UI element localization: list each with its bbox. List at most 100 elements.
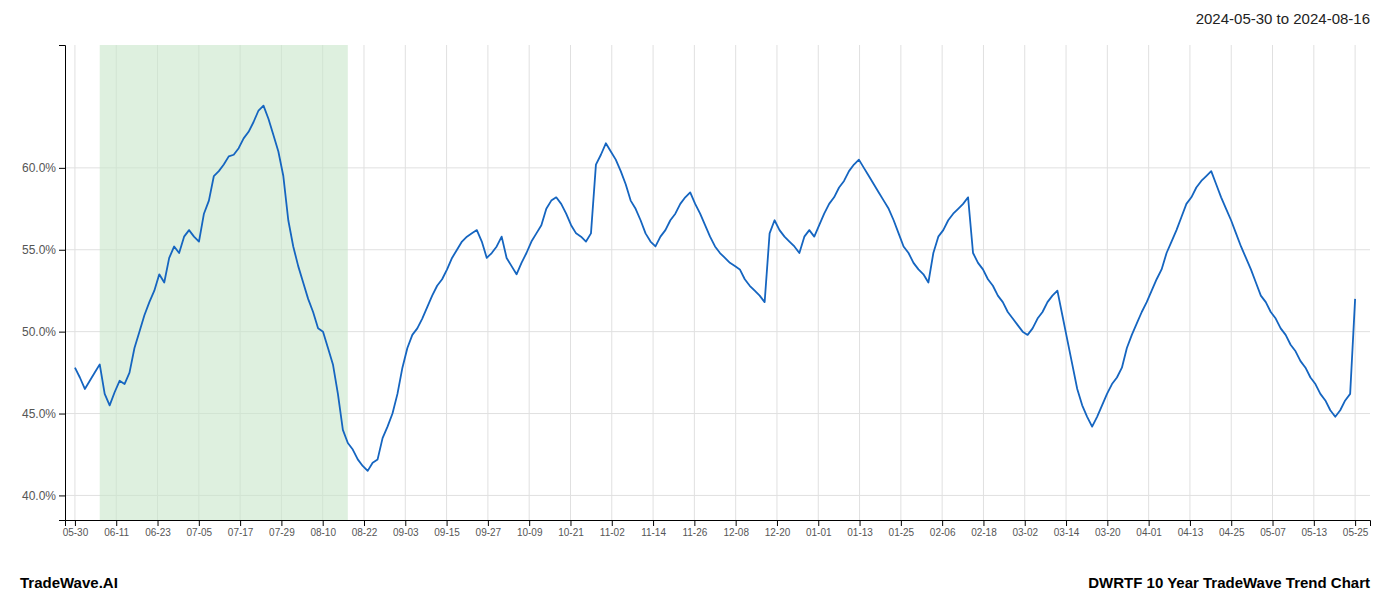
x-axis-line: [66, 521, 1371, 527]
y-tick-mark: [59, 414, 65, 415]
x-grid-line: [1107, 45, 1108, 520]
x-grid-line: [446, 45, 447, 520]
x-tick: 04-25: [1219, 520, 1245, 538]
x-grid-line: [1066, 45, 1067, 520]
x-tick-mark: [1149, 520, 1150, 526]
x-grid-line: [1148, 45, 1149, 520]
x-tick: 08-10: [310, 520, 336, 538]
y-tick-mark: [59, 168, 65, 169]
x-tick-mark: [364, 520, 365, 526]
x-tick: 05-07: [1260, 520, 1286, 538]
x-tick-label: 04-13: [1178, 527, 1204, 538]
x-tick-mark: [694, 520, 695, 526]
x-grid-line: [776, 45, 777, 520]
data-line: [75, 106, 1355, 471]
x-tick-mark: [323, 520, 324, 526]
x-tick-mark: [653, 520, 654, 526]
x-tick: 03-14: [1054, 520, 1080, 538]
y-tick: 55.0%: [22, 243, 65, 257]
x-tick-mark: [1107, 520, 1108, 526]
x-tick: 05-30: [63, 520, 89, 538]
x-tick-label: 06-11: [104, 527, 129, 538]
x-tick: 07-05: [187, 520, 213, 538]
x-tick: 09-27: [476, 520, 502, 538]
x-tick-mark: [983, 520, 984, 526]
x-tick: 04-13: [1178, 520, 1204, 538]
y-tick-label: 55.0%: [22, 243, 56, 257]
x-tick-mark: [1066, 520, 1067, 526]
x-tick-mark: [736, 520, 737, 526]
x-tick: 06-11: [104, 520, 129, 538]
x-tick-label: 01-25: [889, 527, 915, 538]
annotation: TradeWave.AI: [20, 574, 118, 591]
x-tick-mark: [942, 520, 943, 526]
x-tick-label: 09-15: [434, 527, 460, 538]
x-grid-line: [1231, 45, 1232, 520]
x-grid-line: [1272, 45, 1273, 520]
x-grid-line: [405, 45, 406, 520]
x-tick-label: 03-20: [1095, 527, 1121, 538]
x-tick-label: 05-07: [1260, 527, 1286, 538]
x-tick: 02-06: [930, 520, 956, 538]
x-tick: 12-20: [765, 520, 791, 538]
x-tick-label: 07-05: [187, 527, 213, 538]
x-tick-label: 05-13: [1302, 527, 1328, 538]
x-tick-label: 11-02: [600, 527, 625, 538]
x-tick-mark: [447, 520, 448, 526]
annotation: DWRTF 10 Year TradeWave Trend Chart: [1088, 574, 1370, 591]
x-tick-label: 07-17: [228, 527, 254, 538]
x-tick-mark: [1355, 520, 1356, 526]
x-tick: 07-29: [269, 520, 295, 538]
x-tick-mark: [901, 520, 902, 526]
y-tick-mark: [59, 250, 65, 251]
x-tick-label: 12-20: [765, 527, 791, 538]
x-tick-label: 11-26: [682, 527, 707, 538]
x-tick: 03-20: [1095, 520, 1121, 538]
x-tick-label: 02-18: [971, 527, 997, 538]
x-tick: 01-13: [847, 520, 873, 538]
x-tick-label: 06-23: [145, 527, 171, 538]
x-tick-label: 03-14: [1054, 527, 1080, 538]
grid: [65, 45, 1370, 520]
x-tick: 02-18: [971, 520, 997, 538]
x-tick: 10-21: [558, 520, 584, 538]
x-tick-mark: [1190, 520, 1191, 526]
x-grid-line: [1355, 45, 1356, 520]
x-tick: 11-26: [682, 520, 707, 538]
x-tick: 11-14: [641, 520, 666, 538]
x-tick-mark: [860, 520, 861, 526]
x-tick-mark: [75, 520, 76, 526]
x-grid-line: [1313, 45, 1314, 520]
x-tick-mark: [116, 520, 117, 526]
x-tick-label: 04-25: [1219, 527, 1245, 538]
x-grid-line: [1024, 45, 1025, 520]
x-tick-label: 09-03: [393, 527, 419, 538]
x-tick-mark: [158, 520, 159, 526]
shaded-region: [100, 45, 348, 520]
x-grid-line: [1189, 45, 1190, 520]
x-grid-line: [74, 45, 75, 520]
x-grid-line: [570, 45, 571, 520]
x-tick-mark: [488, 520, 489, 526]
y-tick-label: 50.0%: [22, 325, 56, 339]
y-tick: 45.0%: [22, 407, 65, 421]
y-tick: 50.0%: [22, 325, 65, 339]
x-tick-mark: [1314, 520, 1315, 526]
x-tick-label: 09-27: [476, 527, 502, 538]
x-tick-mark: [281, 520, 282, 526]
x-tick: 11-02: [600, 520, 625, 538]
y-tick-mark: [59, 332, 65, 333]
y-tick: 40.0%: [22, 489, 65, 503]
x-grid-line: [735, 45, 736, 520]
x-tick-mark: [1025, 520, 1026, 526]
x-axis: 05-3006-1106-2307-0507-1707-2908-1008-22…: [63, 520, 1371, 538]
x-tick-label: 08-10: [310, 527, 336, 538]
title: 2024-05-30 to 2024-08-16: [1196, 10, 1370, 27]
x-grid-line: [942, 45, 943, 520]
chart-svg: 05-3006-1106-2307-0507-1707-2908-1008-22…: [0, 0, 1400, 600]
x-tick-mark: [612, 520, 613, 526]
x-tick-mark: [570, 520, 571, 526]
x-tick-label: 10-21: [558, 527, 584, 538]
chart-container: 05-3006-1106-2307-0507-1707-2908-1008-22…: [0, 0, 1400, 600]
x-tick-label: 04-01: [1136, 527, 1162, 538]
